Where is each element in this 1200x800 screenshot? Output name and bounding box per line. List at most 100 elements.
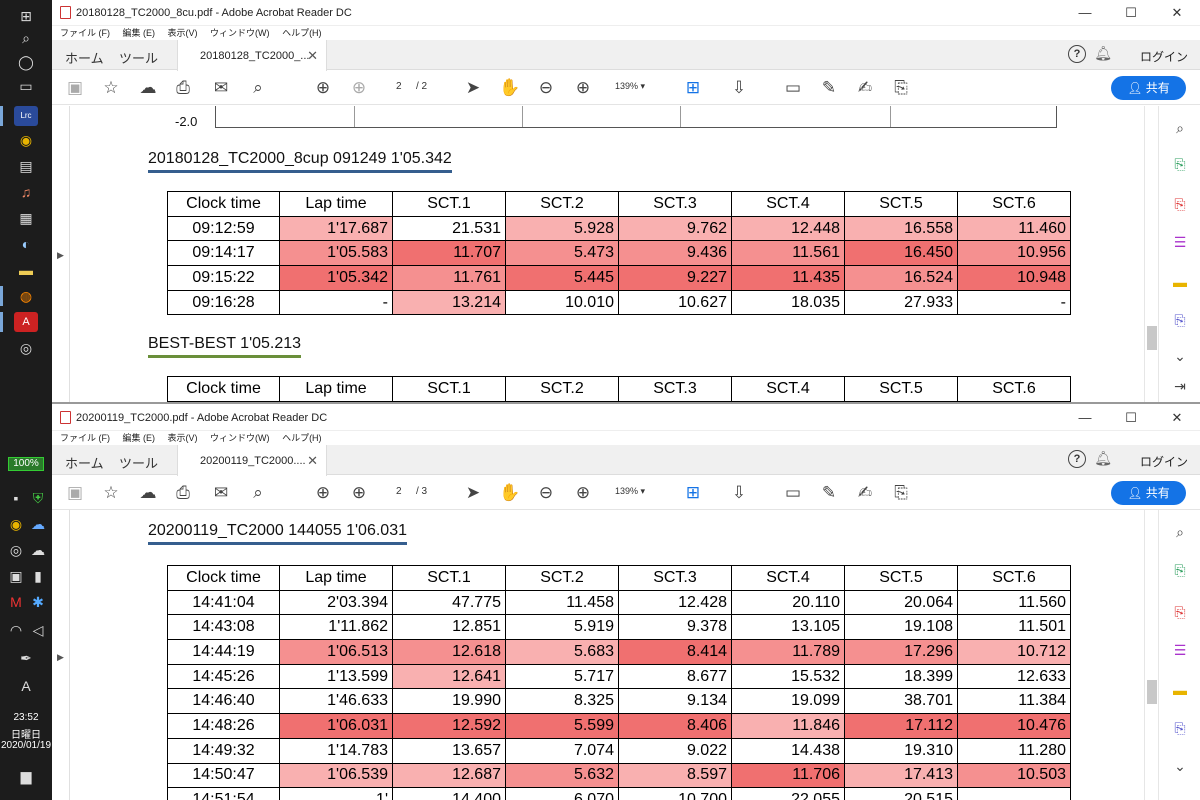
create-pdf-icon[interactable]: ⎘: [1174, 196, 1186, 212]
scroll-mode-icon[interactable]: ⇩: [731, 78, 747, 97]
comment-icon[interactable]: ▭: [784, 78, 802, 97]
zoom-in-icon[interactable]: ⊕: [575, 78, 591, 97]
tab-tools[interactable]: ツール: [119, 51, 159, 66]
minimize-button[interactable]: —: [1078, 5, 1092, 20]
explorer-app-icon[interactable]: ▬: [19, 262, 33, 278]
stamp-icon[interactable]: ⎘: [894, 483, 908, 502]
zoom-out-icon[interactable]: ⊖: [538, 483, 554, 502]
chrome-tray-icon[interactable]: ◉: [9, 516, 23, 532]
send-icon[interactable]: ⎘: [1174, 312, 1186, 328]
stamp-icon[interactable]: ⎘: [894, 78, 908, 97]
menu-help[interactable]: ヘルプ(H): [282, 28, 322, 38]
share-button[interactable]: 👤︎ 共有: [1111, 76, 1186, 100]
tray-icon-3[interactable]: ▣: [9, 568, 23, 584]
tab-document[interactable]: 20200119_TC2000.... ✕: [177, 445, 327, 476]
battery-indicator[interactable]: 100%: [8, 457, 44, 471]
page-number-input[interactable]: 2: [396, 486, 402, 497]
menu-file[interactable]: ファイル (F): [60, 433, 110, 443]
usb-icon[interactable]: ▮: [34, 568, 42, 584]
menu-view[interactable]: 表示(V): [167, 433, 198, 443]
close-button[interactable]: ✕: [1171, 5, 1183, 20]
save-icon[interactable]: ▣: [66, 483, 84, 502]
clock-date[interactable]: 2020/01/19: [0, 740, 52, 751]
task-view-icon[interactable]: ▭: [19, 78, 33, 94]
tray-icon-2[interactable]: ◎: [9, 542, 23, 558]
minimize-button[interactable]: —: [1078, 410, 1092, 425]
prev-page-icon[interactable]: ⊕: [315, 483, 331, 502]
scroll-mode-icon[interactable]: ⇩: [731, 483, 747, 502]
search-zoom-icon[interactable]: ⌕: [253, 78, 263, 97]
media-app-icon[interactable]: ◐: [21, 236, 31, 252]
tab-tools[interactable]: ツール: [119, 456, 159, 471]
more-tools-icon[interactable]: ⌄: [1174, 348, 1186, 364]
menu-view[interactable]: 表示(V): [167, 28, 198, 38]
scroll-thumb[interactable]: [1147, 680, 1157, 704]
login-link[interactable]: ログイン: [1139, 50, 1188, 64]
next-page-icon[interactable]: ⊕: [351, 78, 367, 97]
cloud-upload-icon[interactable]: ☁: [139, 78, 157, 97]
menu-window[interactable]: ウィンドウ(W): [210, 28, 270, 38]
comment-panel-icon[interactable]: ▬: [1173, 682, 1187, 698]
print-icon[interactable]: ⎙: [176, 483, 190, 502]
zoom-in-icon[interactable]: ⊕: [575, 483, 591, 502]
bluetooth-icon[interactable]: ✱: [32, 594, 44, 610]
vertical-scrollbar[interactable]: [1144, 106, 1158, 402]
firefox-app-icon[interactable]: ◍: [0, 286, 38, 306]
search-zoom-icon[interactable]: ⌕: [253, 483, 263, 502]
tab-home[interactable]: ホーム: [65, 456, 104, 471]
menu-window[interactable]: ウィンドウ(W): [210, 433, 270, 443]
export-pdf-icon[interactable]: ⎘: [1174, 562, 1186, 578]
help-icon[interactable]: ?: [1068, 45, 1086, 63]
mail-icon[interactable]: ✉: [213, 483, 229, 502]
collapse-panel-icon[interactable]: ⇥: [1174, 378, 1186, 394]
windows-start-icon[interactable]: ⊞: [20, 8, 32, 24]
draw-icon[interactable]: ✍: [857, 78, 873, 97]
defender-icon[interactable]: ⛨: [32, 490, 44, 506]
clock-weekday[interactable]: 日曜日: [11, 730, 41, 741]
cloud-upload-icon[interactable]: ☁: [31, 542, 45, 558]
close-tab-icon[interactable]: ✕: [307, 453, 318, 468]
mcafee-icon[interactable]: M: [10, 594, 22, 610]
maximize-button[interactable]: ☐: [1125, 5, 1137, 20]
draw-icon[interactable]: ✍: [857, 483, 873, 502]
send-icon[interactable]: ⎘: [1174, 720, 1186, 736]
print-icon[interactable]: ⎙: [176, 78, 190, 97]
maximize-button[interactable]: ☐: [1125, 410, 1137, 425]
star-icon[interactable]: ☆: [103, 78, 119, 97]
notepad-app-icon[interactable]: ▤: [19, 158, 33, 174]
zoom-select[interactable]: 139% ▾: [615, 81, 646, 91]
tab-document[interactable]: 20180128_TC2000_... ✕: [177, 40, 327, 71]
chrome-app-icon[interactable]: ◉: [19, 132, 33, 148]
cloud-upload-icon[interactable]: ☁: [139, 483, 157, 502]
onedrive-icon[interactable]: ☁: [31, 516, 45, 532]
menu-help[interactable]: ヘルプ(H): [282, 433, 322, 443]
share-button[interactable]: 👤︎ 共有: [1111, 481, 1186, 505]
camera-app-icon[interactable]: ◎: [19, 340, 33, 356]
scroll-thumb[interactable]: [1147, 326, 1157, 350]
zoom-panel-icon[interactable]: ⌕: [1176, 524, 1184, 540]
more-tools-icon[interactable]: ⌄: [1174, 758, 1186, 774]
comment-panel-icon[interactable]: ▬: [1173, 274, 1187, 290]
create-pdf-icon[interactable]: ⎘: [1174, 604, 1186, 620]
comment-icon[interactable]: ▭: [784, 483, 802, 502]
clock-time[interactable]: 23:52: [13, 712, 39, 723]
tab-home[interactable]: ホーム: [65, 51, 104, 66]
notification-icon[interactable]: ▆: [20, 768, 32, 784]
highlight-pen-icon[interactable]: ✎: [821, 78, 837, 97]
star-icon[interactable]: ☆: [103, 483, 119, 502]
close-tab-icon[interactable]: ✕: [307, 48, 318, 63]
fit-page-icon[interactable]: ⊞: [685, 78, 701, 97]
left-panel-toggle[interactable]: ▶: [52, 106, 70, 402]
page-number-input[interactable]: 2: [396, 81, 402, 92]
zoom-out-icon[interactable]: ⊖: [538, 78, 554, 97]
close-button[interactable]: ✕: [1171, 410, 1183, 425]
tray-icon-1[interactable]: ▪: [13, 490, 19, 506]
next-page-icon[interactable]: ⊕: [351, 483, 367, 502]
cortana-icon[interactable]: ◯: [18, 54, 34, 70]
save-icon[interactable]: ▣: [66, 78, 84, 97]
hand-tool-icon[interactable]: ✋: [499, 483, 521, 502]
login-link[interactable]: ログイン: [1139, 455, 1188, 469]
organize-pages-icon[interactable]: ☰: [1173, 234, 1187, 250]
export-pdf-icon[interactable]: ⎘: [1174, 156, 1186, 172]
bell-icon[interactable]: 🔔︎: [1094, 45, 1112, 61]
